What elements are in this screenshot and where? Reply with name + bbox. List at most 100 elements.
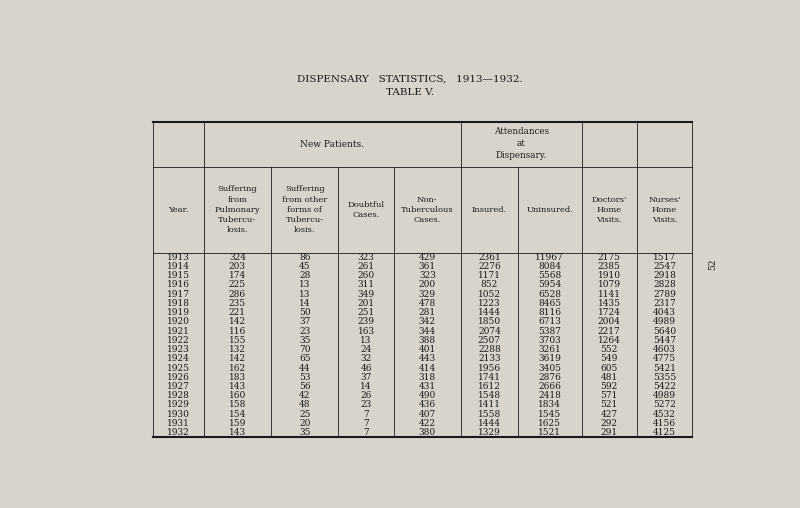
- Text: 4156: 4156: [653, 419, 676, 428]
- Text: 1915: 1915: [166, 271, 190, 280]
- Text: 4532: 4532: [653, 409, 676, 419]
- Text: 201: 201: [358, 299, 374, 308]
- Text: 50: 50: [299, 308, 310, 317]
- Text: 1052: 1052: [478, 290, 501, 299]
- Text: 23: 23: [299, 327, 310, 336]
- Text: 4125: 4125: [653, 428, 676, 437]
- Text: 5387: 5387: [538, 327, 561, 336]
- Text: 143: 143: [229, 428, 246, 437]
- Text: 1264: 1264: [598, 336, 621, 345]
- Text: Dispensary.: Dispensary.: [495, 151, 547, 160]
- Text: 286: 286: [229, 290, 246, 299]
- Text: 380: 380: [418, 428, 436, 437]
- Text: 70: 70: [299, 345, 310, 354]
- Text: 3619: 3619: [538, 354, 561, 363]
- Text: 32: 32: [361, 354, 372, 363]
- Text: 349: 349: [358, 290, 374, 299]
- Text: 261: 261: [358, 262, 374, 271]
- Text: 490: 490: [418, 391, 436, 400]
- Text: 1932: 1932: [167, 428, 190, 437]
- Text: 1924: 1924: [166, 354, 190, 363]
- Text: 478: 478: [418, 299, 436, 308]
- Text: Nurses'
Home
Visits.: Nurses' Home Visits.: [648, 196, 681, 224]
- Text: 1517: 1517: [653, 253, 676, 262]
- Text: 5447: 5447: [653, 336, 676, 345]
- Text: 344: 344: [418, 327, 436, 336]
- Text: 1916: 1916: [166, 280, 190, 290]
- Text: Doubtful
Cases.: Doubtful Cases.: [347, 201, 385, 218]
- Text: 4989: 4989: [653, 391, 676, 400]
- Text: 427: 427: [601, 409, 618, 419]
- Text: 414: 414: [418, 364, 436, 372]
- Text: 239: 239: [358, 318, 374, 326]
- Text: 24: 24: [360, 345, 372, 354]
- Text: 1724: 1724: [598, 308, 621, 317]
- Text: 1612: 1612: [478, 382, 501, 391]
- Text: 23: 23: [361, 400, 372, 409]
- Text: 3703: 3703: [538, 336, 561, 345]
- Text: 571: 571: [601, 391, 618, 400]
- Text: 5422: 5422: [653, 382, 676, 391]
- Text: 3405: 3405: [538, 364, 561, 372]
- Text: 1920: 1920: [166, 318, 190, 326]
- Text: Attendances: Attendances: [494, 128, 549, 137]
- Text: 2276: 2276: [478, 262, 501, 271]
- Text: 605: 605: [601, 364, 618, 372]
- Text: Doctors'
Home
Visits.: Doctors' Home Visits.: [591, 196, 627, 224]
- Text: 1171: 1171: [478, 271, 501, 280]
- Text: 11967: 11967: [535, 253, 564, 262]
- Text: 4775: 4775: [653, 354, 676, 363]
- Text: 142: 142: [229, 354, 246, 363]
- Text: 159: 159: [229, 419, 246, 428]
- Text: 183: 183: [229, 373, 246, 382]
- Text: 4603: 4603: [653, 345, 676, 354]
- Text: 2666: 2666: [538, 382, 561, 391]
- Text: 281: 281: [418, 308, 436, 317]
- Text: 852: 852: [481, 280, 498, 290]
- Text: 318: 318: [418, 373, 436, 382]
- Text: Uninsured.: Uninsured.: [526, 206, 573, 213]
- Text: 6713: 6713: [538, 318, 561, 326]
- Text: 1921: 1921: [166, 327, 190, 336]
- Text: 143: 143: [229, 382, 246, 391]
- Text: 154: 154: [229, 409, 246, 419]
- Text: 323: 323: [419, 271, 436, 280]
- Text: at: at: [517, 139, 526, 148]
- Text: TABLE V.: TABLE V.: [386, 88, 434, 98]
- Text: 2385: 2385: [598, 262, 621, 271]
- Text: 2317: 2317: [653, 299, 676, 308]
- Text: 5355: 5355: [653, 373, 676, 382]
- Text: 56: 56: [299, 382, 310, 391]
- Text: 35: 35: [299, 428, 310, 437]
- Text: 2789: 2789: [653, 290, 676, 299]
- Text: DISPENSARY   STATISTICS,   1913—1932.: DISPENSARY STATISTICS, 1913—1932.: [297, 75, 523, 84]
- Text: 142: 142: [229, 318, 246, 326]
- Text: 436: 436: [418, 400, 436, 409]
- Text: 225: 225: [229, 280, 246, 290]
- Text: 5568: 5568: [538, 271, 562, 280]
- Text: 5421: 5421: [653, 364, 676, 372]
- Text: 2288: 2288: [478, 345, 501, 354]
- Text: 65: 65: [299, 354, 310, 363]
- Text: 1548: 1548: [478, 391, 501, 400]
- Text: 132: 132: [229, 345, 246, 354]
- Text: 46: 46: [360, 364, 372, 372]
- Text: 407: 407: [418, 409, 436, 419]
- Text: 1444: 1444: [478, 419, 501, 428]
- Text: 37: 37: [360, 373, 372, 382]
- Text: 251: 251: [358, 308, 374, 317]
- Text: 429: 429: [418, 253, 436, 262]
- Text: 1545: 1545: [538, 409, 562, 419]
- Text: 2133: 2133: [478, 354, 501, 363]
- Text: 235: 235: [229, 299, 246, 308]
- Text: 45: 45: [299, 262, 310, 271]
- Text: 1435: 1435: [598, 299, 621, 308]
- Text: 1914: 1914: [166, 262, 190, 271]
- Text: 5640: 5640: [653, 327, 676, 336]
- Text: 2876: 2876: [538, 373, 561, 382]
- Text: 160: 160: [229, 391, 246, 400]
- Text: 2175: 2175: [598, 253, 621, 262]
- Text: 13: 13: [299, 280, 310, 290]
- Text: 1923: 1923: [167, 345, 190, 354]
- Text: 401: 401: [418, 345, 436, 354]
